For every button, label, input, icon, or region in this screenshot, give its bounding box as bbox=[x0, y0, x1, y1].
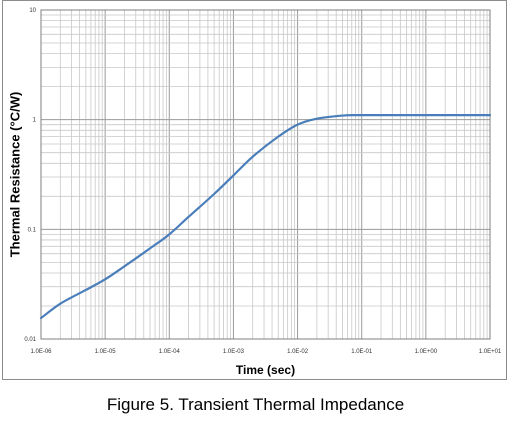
x-tick-label: 1.0E-04 bbox=[159, 349, 181, 355]
x-tick-label: 1.0E-03 bbox=[223, 349, 245, 355]
figure-caption: Figure 5. Transient Thermal Impedance bbox=[106, 395, 405, 414]
y-tick-label: 10 bbox=[29, 8, 36, 14]
y-axis-title: Thermal Resistance (°C/W) bbox=[7, 92, 22, 258]
series-layer bbox=[39, 113, 492, 320]
grid-layer bbox=[40, 10, 490, 340]
y-tick-label: 0.1 bbox=[28, 227, 37, 233]
x-tick-label: 1.0E-01 bbox=[351, 349, 373, 355]
x-tick-label: 1.0E-05 bbox=[95, 349, 117, 355]
y-tick-label: 1 bbox=[33, 118, 37, 124]
x-tick-labels: 1.0E-06 1.0E-05 1.0E-04 1.0E-03 1.0E-02 1.0E-… bbox=[30, 349, 501, 355]
x-axis-title: Time (sec) bbox=[236, 363, 295, 377]
y-tick-label: 0.01 bbox=[24, 337, 36, 343]
thermal-resistance-curve bbox=[39, 113, 492, 320]
plot-area-border bbox=[40, 9, 491, 340]
x-tick-label: 1.0E+01 bbox=[479, 349, 502, 355]
y-tick-labels: 0.01 0.1 1 10 bbox=[24, 8, 36, 343]
x-tick-label: 1.0E+00 bbox=[415, 349, 438, 355]
x-tick-label: 1.0E-02 bbox=[287, 349, 309, 355]
x-tick-label: 1.0E-06 bbox=[30, 349, 52, 355]
